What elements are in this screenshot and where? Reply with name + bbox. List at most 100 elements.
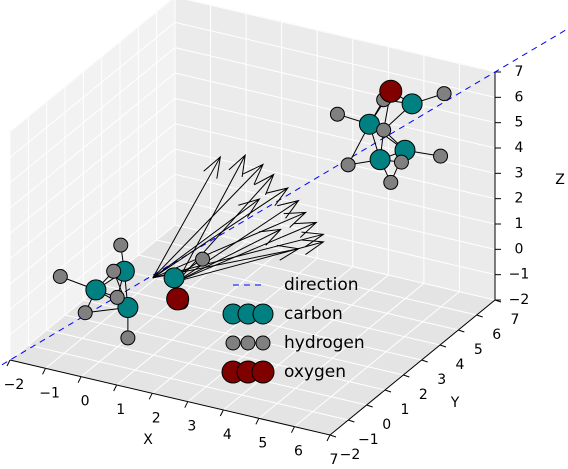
tick-mark [290,426,295,433]
grid-line [9,97,176,234]
z-tick-label: 2 [515,191,524,207]
legend-key [255,335,271,351]
tick-mark [439,344,447,348]
hydrogen-atom [376,122,392,138]
arrow [152,155,222,279]
hydrogen-atom [383,174,399,190]
arrow [152,163,265,279]
x-tick-label: 6 [294,444,303,460]
y-tick-label: 7 [511,312,520,328]
grid-line [174,47,496,124]
tick-mark [6,359,11,367]
x-tick-label: 0 [81,394,90,410]
legend-key [251,360,275,384]
carbon-atom [369,149,391,171]
oxygen-atom [379,79,403,103]
arrow [152,198,261,279]
grid-line [9,173,176,310]
grid-line [116,249,282,386]
grid-line [28,344,349,421]
tick-mark [42,368,47,375]
tick-mark [476,314,483,318]
carbon-atom [85,279,107,301]
z-tick-label: 6 [515,89,524,105]
grid-line [174,224,496,301]
x-tick-label: 7 [330,452,339,468]
tick-mark [458,329,465,333]
tick-mark [329,434,337,438]
hydrogen-atom [340,157,356,173]
y-tick-label: 6 [492,327,501,343]
tick-mark [219,409,224,417]
hydrogen-atom [393,154,409,170]
grid-line [223,274,389,411]
z-tick-label: 4 [515,140,524,156]
z-tick-label: −2 [509,292,530,308]
legend-label: direction [284,275,359,295]
hydrogen-atom [52,269,68,284]
grid-line [9,72,176,209]
legend-key [240,335,256,351]
hydrogen-atom [433,148,449,164]
carbon-atom [117,297,139,319]
legend-label: carbon [284,304,343,324]
x-tick-label: 5 [258,435,267,451]
grid-line [185,0,496,73]
x-tick-label: −2 [4,377,25,393]
hydrogen-atom [77,305,93,321]
z-axis-label: Z [555,172,565,188]
hydrogen-atom [120,330,136,346]
hydrogen-atom [113,237,129,253]
y-tick-label: 3 [437,372,446,388]
grid-line [64,314,386,391]
hydrogen-atom [329,106,345,122]
tick-mark [348,419,355,423]
legend-label: hydrogen [284,333,365,353]
grid-line [187,266,354,403]
grid-line [174,199,496,276]
hydrogen-atom [195,251,211,267]
x-axis-label: X [143,432,153,448]
grid-line [9,0,173,133]
grid-line [9,199,176,336]
x-tick-label: 1 [116,402,125,418]
grid-line [174,21,496,98]
grid-line [9,123,176,260]
z-tick-label: 3 [515,165,524,181]
grid-line [174,148,496,225]
legend-key [252,303,274,325]
tick-mark [77,376,82,383]
carbon-atom [401,93,423,115]
x-tick-label: 3 [187,419,196,435]
y-axis-label: Y [450,395,460,411]
y-tick-label: 1 [401,402,410,418]
y-tick-label: −1 [358,432,379,448]
grid-line [151,257,318,394]
z-tick-label: 1 [515,216,524,232]
tick-mark [403,374,410,378]
grid-line [294,291,460,428]
tick-mark [384,389,392,393]
arrow [152,211,308,279]
grid-line [258,282,425,419]
hydrogen-atom [106,263,122,279]
legend-label: oxygen [284,362,346,382]
y-tick-label: 4 [456,357,465,373]
tick-mark [421,359,428,363]
y-tick-label: 0 [382,417,391,433]
grid-line [156,239,477,316]
tick-mark [148,393,153,400]
legend: direction carbon hydrogen oxygen [221,275,365,384]
hydrogen-atom [109,289,125,305]
legend-key [225,335,241,351]
x-tick-label: 4 [223,427,232,443]
x-tick-label: 2 [152,410,161,426]
tick-mark [255,418,260,425]
grid-line [174,123,496,200]
grid-line [9,47,176,184]
tick-mark [184,401,189,408]
y-tick-label: 5 [474,342,483,358]
z-tick-label: −1 [509,267,530,283]
grid-line [46,329,367,406]
